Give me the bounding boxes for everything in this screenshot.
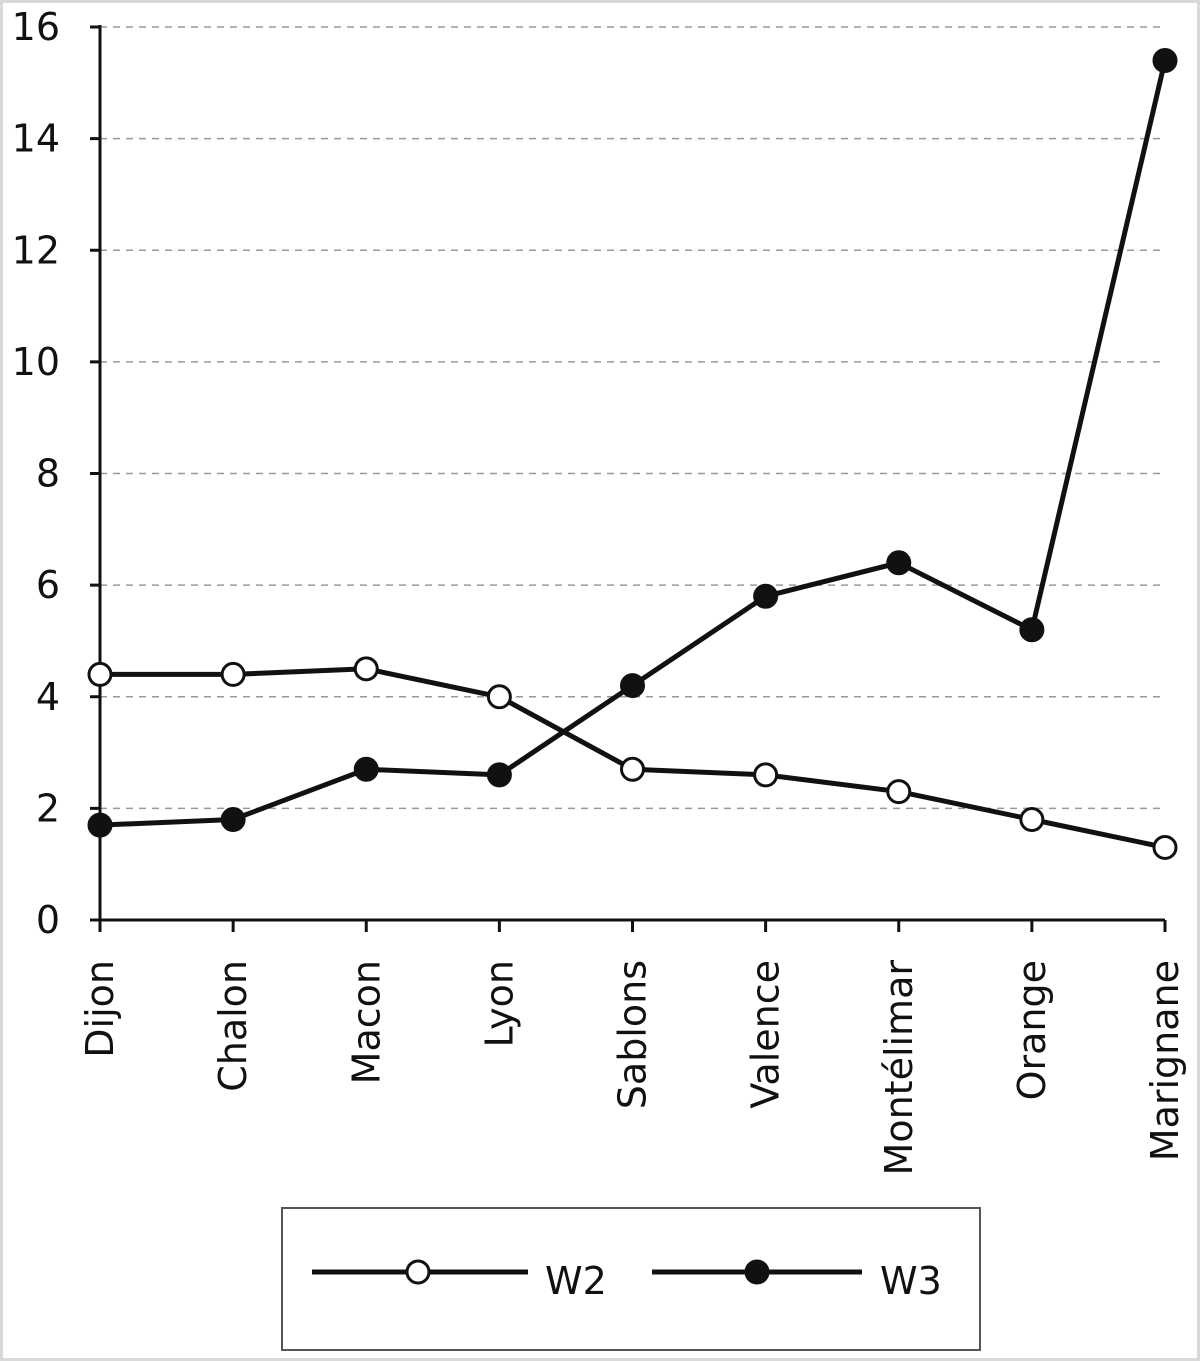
data-point-w2 bbox=[1019, 807, 1045, 833]
data-point-w3 bbox=[886, 550, 912, 576]
y-tick-label: 2 bbox=[36, 786, 60, 830]
legend-w2-label: W2 bbox=[545, 1259, 607, 1303]
x-tick-label: Macon bbox=[344, 960, 388, 1084]
data-point-w2 bbox=[87, 661, 113, 687]
y-tick-label: 4 bbox=[36, 675, 60, 719]
x-axis-ticks: Dijon Chalon Macon Lyon Sablons Valence Montél… bbox=[78, 920, 1187, 1175]
y-tick-label: 8 bbox=[36, 452, 60, 496]
y-tick-label: 10 bbox=[12, 340, 60, 384]
data-point-w2 bbox=[353, 656, 379, 682]
data-point-w3 bbox=[486, 762, 512, 788]
data-point-w3 bbox=[220, 807, 246, 833]
x-tick-label: Chalon bbox=[211, 960, 255, 1092]
data-point-w2 bbox=[753, 762, 779, 788]
data-point-w2 bbox=[886, 779, 912, 805]
y-tick-label: 16 bbox=[12, 5, 60, 49]
series-lines bbox=[99, 59, 1168, 850]
y-tick-label: 6 bbox=[36, 563, 60, 607]
legend-w3-label: W3 bbox=[880, 1259, 942, 1303]
data-point-w3 bbox=[753, 583, 779, 609]
x-tick-label: Lyon bbox=[477, 960, 521, 1048]
data-point-w2 bbox=[486, 684, 512, 710]
x-tick-label: Dijon bbox=[78, 960, 122, 1058]
x-tick-label: Orange bbox=[1010, 960, 1054, 1100]
legend-w2-marker bbox=[405, 1259, 431, 1285]
legend-box bbox=[281, 1207, 981, 1351]
y-tick-label: 14 bbox=[12, 117, 60, 161]
y-tick-label: 12 bbox=[12, 228, 60, 272]
data-point-w3 bbox=[87, 812, 113, 838]
x-tick-label: Sablons bbox=[611, 960, 655, 1109]
x-tick-label: Marignane bbox=[1143, 960, 1187, 1161]
axes bbox=[98, 25, 1165, 922]
series-line-w3 bbox=[99, 59, 1168, 828]
data-point-w3 bbox=[1152, 47, 1178, 73]
x-tick-label: Montélimar bbox=[877, 960, 921, 1176]
data-point-w2 bbox=[1152, 834, 1178, 860]
y-axis-ticks: 0 2 4 6 8 10 12 14 16 bbox=[12, 5, 100, 942]
data-point-w2 bbox=[620, 756, 645, 782]
data-point-w3 bbox=[1019, 617, 1045, 643]
y-tick-label: 0 bbox=[36, 898, 60, 942]
data-point-w2 bbox=[220, 661, 246, 687]
x-tick-label: Valence bbox=[744, 960, 788, 1109]
data-point-w3 bbox=[353, 756, 379, 782]
data-point-w3 bbox=[620, 673, 645, 699]
legend: W2 W3 bbox=[281, 1207, 981, 1351]
series-points bbox=[87, 47, 1178, 860]
legend-w3-marker bbox=[744, 1259, 770, 1285]
